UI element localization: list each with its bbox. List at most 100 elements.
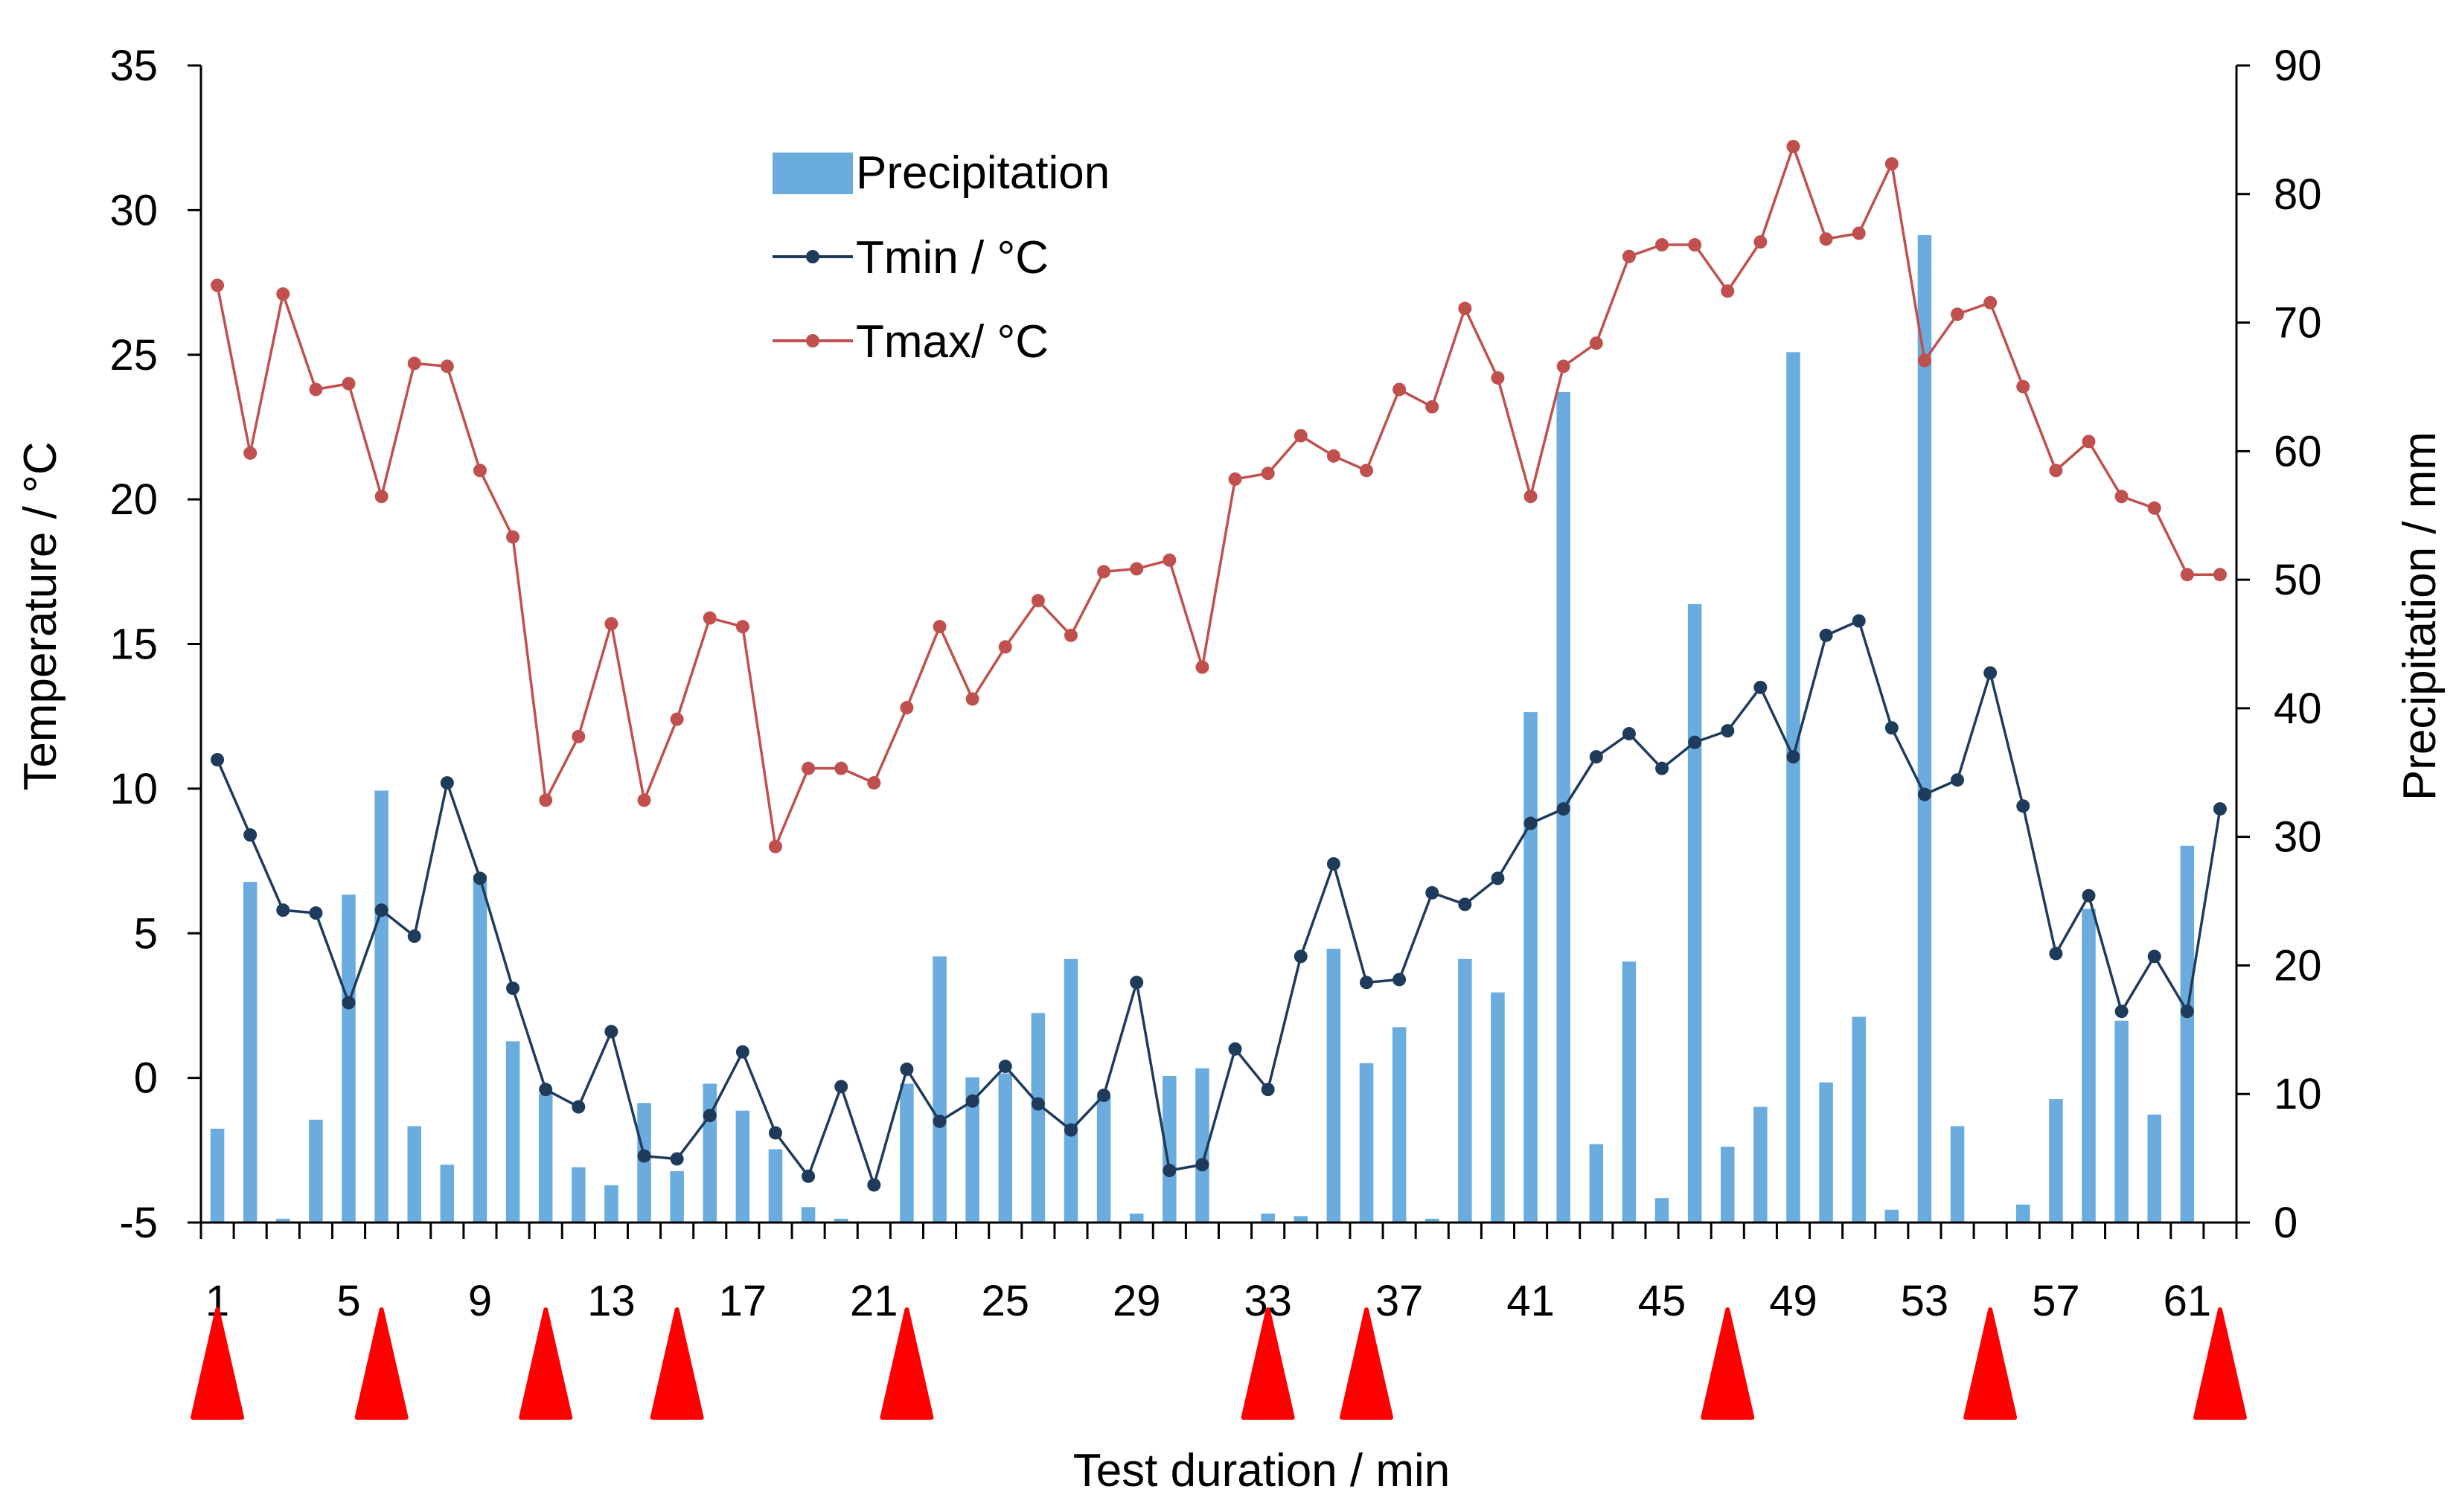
precipitation-bar <box>1491 992 1505 1223</box>
tmin-point <box>2180 1005 2194 1019</box>
tmax-point <box>1097 565 1111 579</box>
tmin-point <box>1261 1083 1275 1097</box>
precipitation-bar <box>768 1149 783 1223</box>
tmin-point <box>1917 787 1931 801</box>
tmax-point <box>735 620 749 634</box>
precipitation-bar <box>1950 1126 1965 1223</box>
red-triangle-marker <box>1340 1307 1394 1420</box>
tmin-point <box>1556 802 1570 816</box>
axes <box>188 64 2250 1239</box>
tmax-point <box>933 620 947 634</box>
tmin-point <box>1097 1088 1111 1102</box>
tmax-point <box>1031 594 1045 608</box>
tmax-point <box>637 793 651 807</box>
tmax-point <box>1688 238 1702 252</box>
tmax-point <box>1589 336 1603 350</box>
tmax-point <box>867 776 881 790</box>
tmax-point <box>1163 553 1177 567</box>
tmax-point <box>703 611 717 625</box>
tmin-point <box>998 1060 1012 1074</box>
tmin-point <box>1523 816 1538 830</box>
precipitation-bar <box>309 1119 323 1223</box>
precipitation-bar <box>900 1083 914 1223</box>
precipitation-bar <box>2016 1204 2030 1223</box>
red-triangle-marker <box>1701 1307 1755 1420</box>
precipitation-bar <box>801 1207 816 1223</box>
tmax-point <box>1917 353 1931 368</box>
tmin-point <box>1031 1097 1045 1111</box>
precipitation-bar <box>1392 1027 1407 1223</box>
precipitation-bar <box>1195 1068 1209 1223</box>
tmin-point <box>1884 721 1899 735</box>
y-right-tick-label: 90 <box>2274 42 2322 90</box>
x-tick-label: 45 <box>1638 1277 1686 1325</box>
precipitation-bar <box>572 1167 586 1223</box>
tmax-point <box>1458 301 1472 315</box>
tmax-point <box>506 530 520 544</box>
y-right-tick-label: 60 <box>2274 427 2322 475</box>
x-tick-label: 9 <box>468 1277 492 1325</box>
tmin-point <box>473 871 487 885</box>
tmin-point <box>1458 897 1472 912</box>
tmax-line <box>216 145 2220 848</box>
tmin-point <box>1195 1158 1209 1172</box>
red-triangle-marker <box>191 1307 245 1420</box>
y-right-tick-label: 80 <box>2274 170 2322 219</box>
precipitation-bar <box>735 1110 750 1223</box>
x-tick-label: 41 <box>1506 1277 1555 1325</box>
tmax-point <box>572 729 586 743</box>
tmin-point <box>933 1114 947 1128</box>
legend-marker-tmin <box>806 250 819 263</box>
precipitation-bar <box>1424 1218 1439 1223</box>
tmin-point <box>1655 761 1669 775</box>
tmin-point <box>735 1045 749 1059</box>
tmin-point <box>1589 750 1603 764</box>
precipitation-bar <box>933 956 947 1223</box>
red-triangle-marker <box>1241 1307 1295 1420</box>
tmin-point <box>2147 949 2161 964</box>
tmin-point <box>1392 973 1407 987</box>
y-left-tick-label: 10 <box>109 765 158 813</box>
tmax-point <box>965 692 979 706</box>
precipitation-bar <box>440 1165 455 1223</box>
tmax-point <box>802 761 816 775</box>
precipitation-bar <box>1359 1063 1374 1223</box>
x-tick-label: 37 <box>1375 1277 1424 1325</box>
tmax-point <box>407 356 421 371</box>
tmin-point <box>1360 976 1374 990</box>
tmax-point <box>1819 232 1833 246</box>
tmin-point <box>2114 1005 2129 1019</box>
legend-marker-tmax <box>806 334 819 347</box>
tmin-point <box>539 1083 553 1097</box>
precipitation-bar <box>965 1077 979 1223</box>
tmax-point <box>998 640 1012 654</box>
tmax-point <box>1064 628 1078 642</box>
tmin-point <box>703 1109 717 1123</box>
tmax-point <box>473 464 487 478</box>
precipitation-bar <box>1458 958 1472 1223</box>
precipitation-bar <box>2082 909 2096 1223</box>
tmax-point <box>2147 501 2161 515</box>
tmin-point <box>276 903 290 917</box>
precipitation-bar <box>407 1126 421 1223</box>
tmax-point <box>2016 379 2030 394</box>
precipitation-bars <box>210 235 2195 1223</box>
y-right-tick-label: 70 <box>2274 299 2322 347</box>
precipitation-bar <box>834 1218 848 1223</box>
tmax-point <box>1261 467 1275 481</box>
x-tick-label: 21 <box>850 1277 898 1325</box>
tmax-point <box>1721 284 1735 298</box>
precipitation-bar <box>2147 1114 2161 1223</box>
tmax-point <box>768 839 782 853</box>
tmin-point <box>768 1126 782 1140</box>
y-left-tick-label: 15 <box>109 621 158 669</box>
tmin-point <box>1983 666 1998 680</box>
precipitation-bar <box>1852 1016 1866 1223</box>
annotation-markers <box>191 1307 2247 1420</box>
x-axis-title: Test duration / min <box>1073 1445 1451 1496</box>
precipitation-bar <box>276 1218 290 1223</box>
x-tick-label: 57 <box>2032 1277 2080 1325</box>
tmin-point <box>2016 799 2030 813</box>
y-right-tick-label: 10 <box>2274 1070 2322 1118</box>
